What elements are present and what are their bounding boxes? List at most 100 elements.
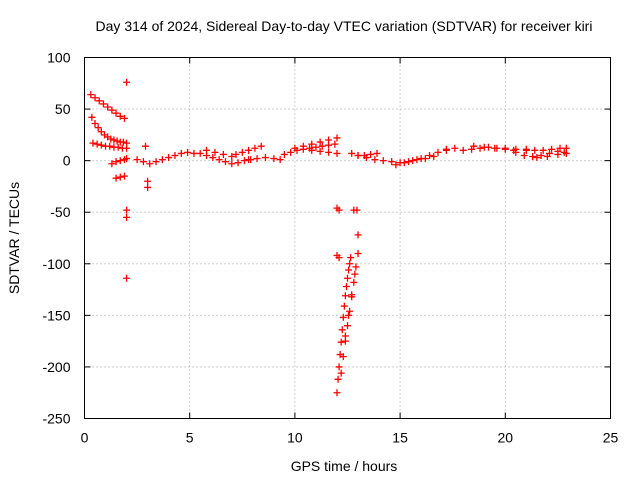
series-arc-b: [88, 113, 131, 147]
data-point: [354, 249, 362, 257]
data-point: [318, 142, 326, 150]
data-point: [116, 157, 124, 165]
data-point: [543, 153, 551, 161]
data-point: [270, 155, 278, 163]
data-point: [316, 138, 324, 146]
y-axis-ticks: 100 50 0 -50 -100 -150 -200 -250: [42, 50, 611, 427]
data-point: [325, 136, 333, 144]
data-point: [107, 135, 115, 143]
data-point: [459, 146, 467, 154]
data-point: [94, 124, 102, 132]
data-point: [491, 144, 499, 152]
data-point: [120, 114, 128, 122]
data-point: [133, 156, 141, 164]
data-point: [344, 274, 351, 282]
x-tick-label: 10: [287, 430, 303, 446]
grid-lines: [84, 57, 611, 419]
data-point: [339, 353, 347, 361]
data-point: [337, 338, 345, 346]
data-point: [337, 369, 345, 377]
data-point: [228, 160, 236, 168]
data-point: [333, 389, 341, 397]
series-arc-m: [308, 146, 341, 157]
data-point: [333, 149, 341, 157]
series-outliers: [123, 78, 152, 282]
data-point: [221, 158, 229, 166]
series-arc-k: [280, 140, 339, 158]
y-tick-label: -200: [42, 359, 70, 375]
data-point: [276, 156, 284, 164]
data-point: [338, 326, 346, 334]
data-point: [316, 147, 324, 155]
data-point: [97, 128, 105, 136]
data-point: [341, 292, 349, 300]
data-point: [119, 138, 127, 146]
data-point: [529, 153, 537, 161]
data-point: [308, 146, 316, 154]
data-point: [91, 94, 99, 102]
y-tick-label: 0: [63, 153, 71, 169]
x-axis-label: GPS time / hours: [291, 458, 398, 474]
data-point: [388, 158, 396, 166]
data-point: [501, 144, 509, 152]
data-point: [152, 158, 160, 166]
data-point: [112, 158, 120, 166]
data-point: [346, 260, 354, 268]
data-point: [335, 206, 343, 214]
series-arc-d: [108, 155, 131, 168]
data-point: [291, 144, 299, 152]
data-point: [348, 149, 356, 157]
series-arc-c: [89, 139, 131, 152]
data-point: [325, 148, 333, 156]
data-point: [253, 155, 261, 163]
data-point: [251, 144, 259, 152]
data-point: [392, 161, 400, 169]
series-arc-t: [522, 144, 570, 154]
data-point: [215, 156, 223, 164]
data-point: [261, 154, 269, 162]
y-tick-label: -100: [42, 256, 70, 272]
data-point: [334, 375, 342, 383]
data-point: [348, 291, 356, 299]
data-point: [171, 151, 179, 159]
data-point: [257, 142, 265, 150]
data-point: [95, 97, 103, 105]
data-point: [196, 149, 204, 157]
data-point: [240, 157, 248, 165]
data-point: [114, 143, 122, 151]
data-point: [512, 148, 520, 156]
data-point: [409, 157, 417, 165]
data-point: [219, 150, 227, 158]
data-point: [123, 213, 131, 221]
data-point: [434, 148, 442, 156]
data-point: [333, 134, 341, 142]
data-point: [537, 151, 545, 159]
data-point: [345, 266, 353, 274]
series-arc-p: [392, 146, 450, 169]
data-point: [112, 174, 120, 182]
data-point: [93, 140, 101, 148]
series-drop-3: [341, 231, 362, 340]
data-point: [430, 153, 438, 161]
series-arc-l: [291, 134, 341, 152]
data-point: [350, 278, 358, 286]
data-point: [470, 142, 478, 150]
data-point: [104, 103, 112, 111]
data-point: [144, 177, 152, 185]
data-point: [108, 106, 116, 114]
data-point: [476, 144, 484, 152]
data-point: [110, 136, 118, 144]
series-arc-f: [133, 148, 198, 168]
series-arc-o: [354, 151, 438, 167]
y-tick-label: 100: [47, 50, 71, 66]
data-point: [139, 158, 147, 166]
data-point: [405, 158, 413, 166]
data-point: [123, 78, 131, 86]
x-axis-ticks: 0 5 10 15 20 25: [81, 57, 618, 446]
series-drop-1: [333, 254, 355, 397]
data-point: [342, 282, 350, 290]
x-tick-label: 5: [186, 430, 194, 446]
data-point: [287, 148, 295, 156]
data-point: [341, 332, 349, 340]
